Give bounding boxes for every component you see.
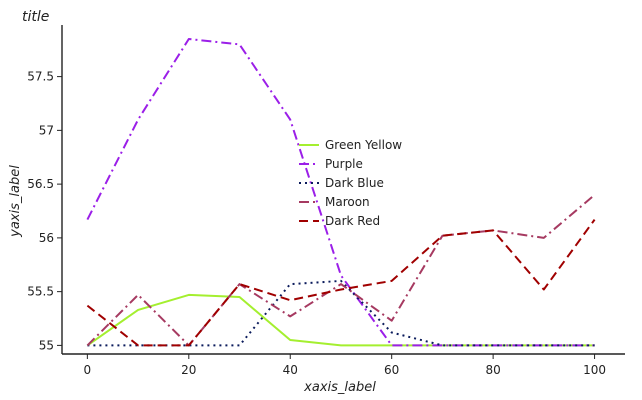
legend-label-dark-red: Dark Red — [325, 214, 380, 228]
y-tick-label: 57.5 — [27, 70, 54, 84]
chart-title: title — [22, 9, 49, 25]
legend-label-green-yellow: Green Yellow — [325, 138, 402, 152]
series-line-purple — [86, 38, 595, 347]
series-line-maroon — [86, 194, 596, 347]
x-axis: 0 20 40 60 80 100 — [62, 353, 625, 377]
legend-label-maroon: Maroon — [325, 195, 370, 209]
x-tick-label: 40 — [283, 363, 298, 377]
plot-area — [86, 38, 596, 347]
x-axis-label: xaxis_label — [303, 380, 376, 395]
legend-label-dark-blue: Dark Blue — [325, 176, 384, 190]
y-tick-label: 56 — [39, 231, 54, 245]
y-tick-label: 57 — [39, 123, 54, 137]
legend: Green Yellow Purple Dark Blue Maroon Dark Re… — [299, 138, 402, 228]
series-line-dark-blue — [87, 279, 595, 347]
y-axis-label: yaxis_label — [8, 165, 23, 238]
x-tick-label: 80 — [485, 363, 500, 377]
series-line-dark-red — [86, 219, 596, 347]
y-tick-label: 55 — [39, 338, 54, 352]
y-axis: 55 55.5 56 56.5 57 57.5 — [27, 25, 63, 354]
x-tick-label: 0 — [84, 363, 92, 377]
y-tick-label: 56.5 — [27, 177, 54, 191]
x-tick-label: 20 — [181, 363, 196, 377]
series-line-green-yellow — [86, 293, 595, 347]
x-tick-label: 60 — [384, 363, 399, 377]
y-tick-label: 55.5 — [27, 285, 54, 299]
x-tick-label: 100 — [583, 363, 606, 377]
legend-label-purple: Purple — [325, 157, 363, 171]
